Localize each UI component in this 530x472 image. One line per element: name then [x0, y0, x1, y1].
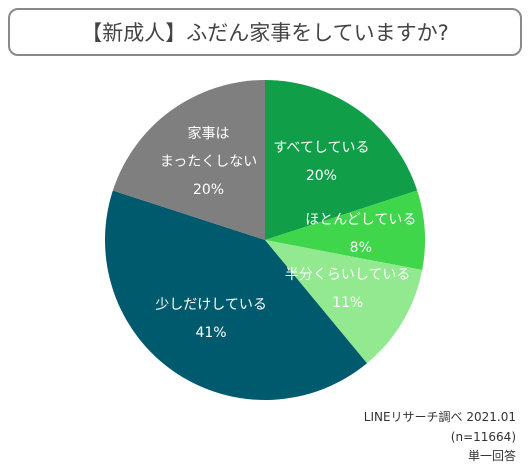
value-label: 11% [332, 294, 364, 311]
slice-label: 少しだけしている 41% [155, 291, 267, 347]
note: (n=11664) [450, 429, 516, 444]
category-label: 少しだけしている [155, 297, 267, 314]
value-label: 20% [305, 168, 337, 185]
slice-label: 半分くらいしている 11% [285, 261, 411, 317]
pie-slice [112, 80, 265, 240]
pie-slice [265, 240, 423, 364]
category-label: ほとんどしている [305, 211, 417, 228]
chart-title: 【新成人】ふだん家事をしていますか? [8, 8, 522, 56]
value-label: 41% [195, 325, 227, 342]
category-label: 家事は まったくしない [159, 126, 258, 171]
pie-slice [265, 80, 418, 240]
note: 単一回答 [467, 448, 516, 463]
pie-slice [105, 190, 367, 400]
slice-label: すべてしている 20% [273, 134, 369, 190]
category-label: すべてしている [273, 140, 370, 157]
value-label: 20% [192, 182, 225, 199]
category-label: 半分くらいしている [284, 266, 411, 283]
notes: LINEリサーチ調べ 2021.01 (n=11664) 単一回答 [364, 408, 516, 466]
note: LINEリサーチ調べ 2021.01 [363, 410, 516, 425]
slice-label: ほとんどしている 8% [305, 206, 416, 262]
value-label: 8% [349, 239, 372, 256]
pie-slice [265, 190, 425, 270]
slice-label: 家事は まったくしない 20% [160, 120, 257, 204]
